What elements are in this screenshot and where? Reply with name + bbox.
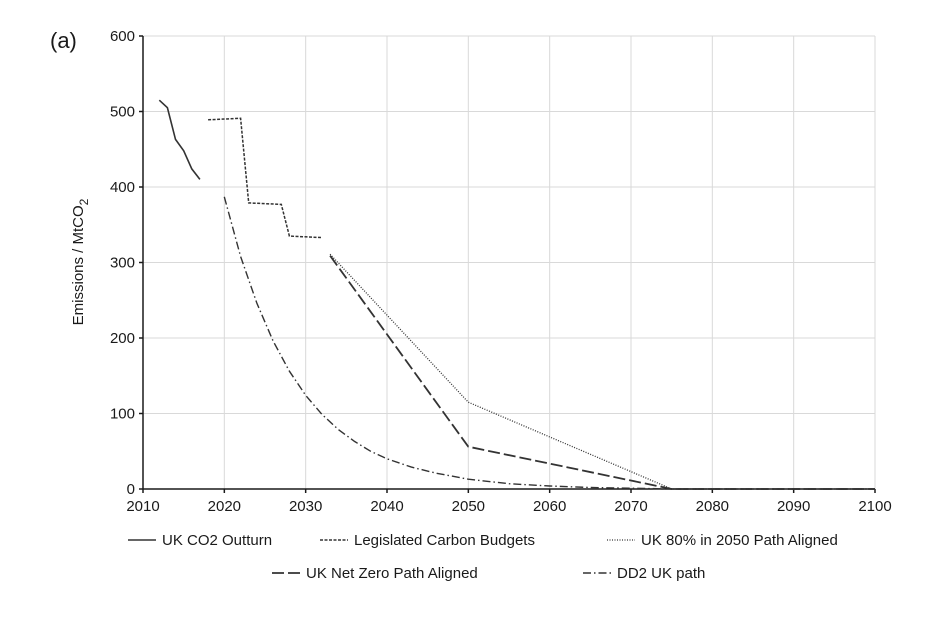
y-tick-label: 600 bbox=[110, 28, 135, 45]
legend-item-uk-net-zero-path-aligned: UK Net Zero Path Aligned bbox=[272, 565, 478, 582]
y-tick-label: 200 bbox=[110, 330, 135, 347]
y-axis-label: Emissions / MtCO2 bbox=[70, 198, 91, 325]
series-lines bbox=[158, 99, 875, 490]
legend-label: UK CO2 Outturn bbox=[162, 532, 272, 549]
legend-item-uk-80-in-2050-path-aligned: UK 80% in 2050 Path Aligned bbox=[607, 532, 838, 549]
series-line-legislated-carbon-budgets bbox=[208, 117, 322, 239]
y-tick-label: 400 bbox=[110, 179, 135, 196]
legend-label: UK Net Zero Path Aligned bbox=[306, 565, 478, 582]
legend-label: DD2 UK path bbox=[617, 565, 705, 582]
y-axis-label-subscript: 2 bbox=[77, 198, 91, 205]
y-axis-label-main: Emissions / MtCO bbox=[70, 205, 87, 325]
x-tick-label: 2010 bbox=[126, 498, 159, 515]
x-tick-label: 2100 bbox=[858, 498, 891, 515]
x-tick-label: 2080 bbox=[696, 498, 729, 515]
series-line-dd2-uk-path bbox=[223, 196, 875, 490]
x-tick-label: 2040 bbox=[370, 498, 403, 515]
y-tick-label: 100 bbox=[110, 406, 135, 423]
panel-label: (a) bbox=[50, 28, 77, 53]
series-line-uk-co2-outturn bbox=[158, 99, 201, 180]
x-tick-label: 2050 bbox=[452, 498, 485, 515]
y-tick-label: 500 bbox=[110, 104, 135, 121]
legend: UK CO2 Outturn Legislated Carbon Budgets U… bbox=[128, 532, 838, 582]
legend-label: UK 80% in 2050 Path Aligned bbox=[641, 532, 838, 549]
x-tick-label: 2060 bbox=[533, 498, 566, 515]
x-tick-label: 2030 bbox=[289, 498, 322, 515]
grid-lines bbox=[143, 35, 876, 489]
legend-item-dd2-uk-path: DD2 UK path bbox=[583, 565, 705, 582]
legend-item-legislated-carbon-budgets: Legislated Carbon Budgets bbox=[320, 532, 535, 549]
tick-labels: 2010 2020 2030 2040 2050 2060 2070 2080 2090 2100… bbox=[110, 28, 892, 515]
legend-item-uk-co2-outturn: UK CO2 Outturn bbox=[128, 532, 272, 549]
x-tick-label: 2020 bbox=[208, 498, 241, 515]
y-tick-label: 300 bbox=[110, 255, 135, 272]
x-tick-label: 2090 bbox=[777, 498, 810, 515]
y-tick-label: 0 bbox=[127, 481, 135, 498]
x-tick-label: 2070 bbox=[614, 498, 647, 515]
legend-label: Legislated Carbon Budgets bbox=[354, 532, 535, 549]
